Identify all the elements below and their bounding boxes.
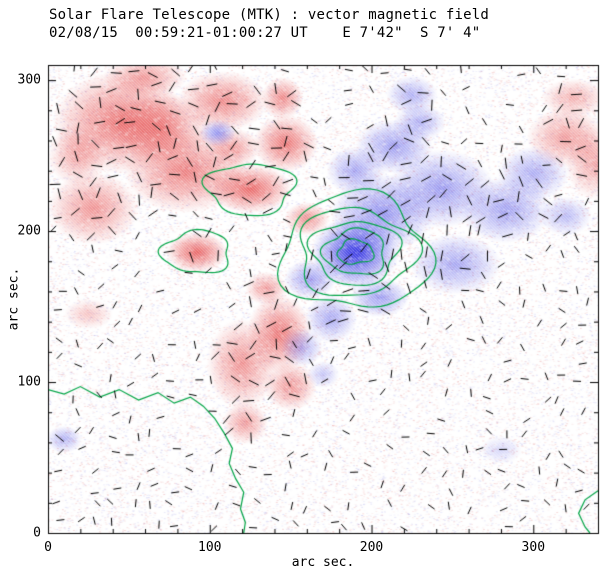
x-tick-label: 0: [44, 540, 52, 555]
y-tick-label: 0: [33, 525, 41, 541]
figure-title: Solar Flare Telescope (MTK) : vector mag…: [49, 7, 490, 23]
y-tick-label: 100: [17, 374, 41, 390]
x-axis-label: arc sec.: [291, 555, 355, 570]
x-tick-label: 300: [521, 540, 546, 555]
y-axis-label: arc sec.: [6, 267, 22, 331]
figure-subtitle: 02/08/15 00:59:21-01:00:27 UT E 7'42" S …: [49, 25, 481, 41]
y-tick-label: 200: [17, 223, 41, 239]
y-tick-label: 300: [17, 72, 41, 88]
x-tick-label: 100: [198, 540, 222, 555]
x-tick-label: 200: [359, 540, 384, 555]
